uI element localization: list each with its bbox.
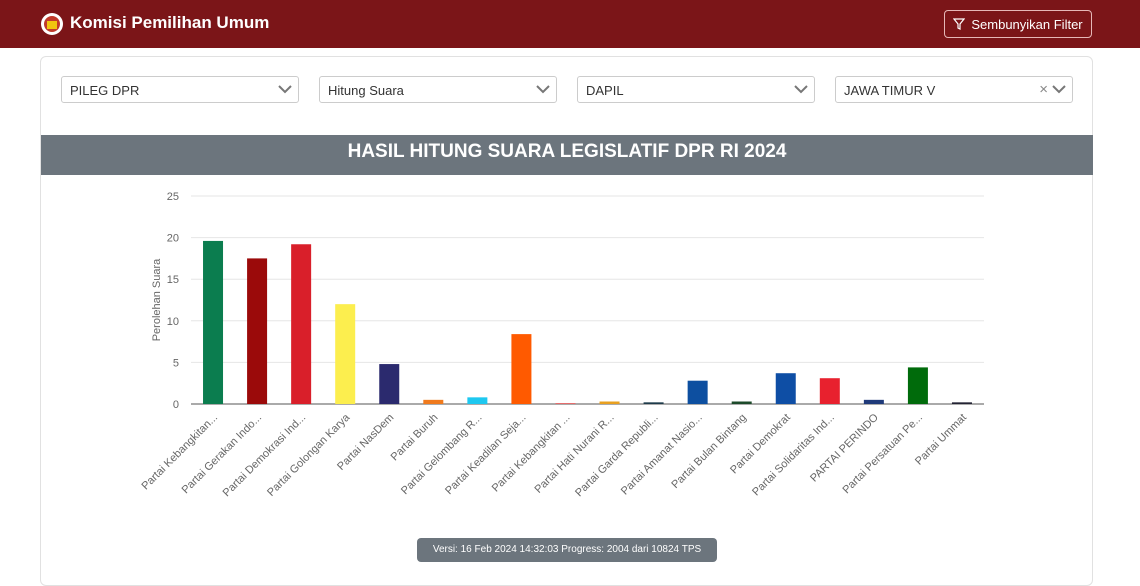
filter-value: JAWA TIMUR V (844, 83, 936, 98)
bar (203, 240, 224, 404)
x-tick-label: Partai Bulan Bintang (669, 412, 748, 491)
x-tick-label: Partai Demokrasi Ind... (221, 412, 309, 500)
filter-value: PILEG DPR (70, 83, 140, 98)
bar (687, 380, 708, 404)
chart: 0 5 10 15 20 25 Perolehan Suara Partai Kebangki… (139, 191, 984, 500)
y-tick-label: 10 (167, 316, 179, 328)
x-tick-label: Partai Gerakan Indo... (180, 412, 265, 497)
x-tick-label: Partai Kebangkitan... (139, 412, 220, 493)
x-tick-label: Partai Persatuan Pe... (840, 412, 925, 497)
bar (775, 373, 796, 404)
bar (863, 399, 884, 404)
x-tick-label: Partai Hati Nurani R... (533, 412, 617, 496)
logo (41, 13, 63, 35)
bar (467, 397, 488, 404)
clear-icon[interactable]: × (1039, 81, 1048, 98)
x-tick-label: Partai Golongan Karya (265, 411, 353, 499)
bar (555, 403, 576, 404)
x-tick-label: Partai Solidaritas Ind... (750, 412, 837, 499)
filter-select[interactable]: PILEG DPR (61, 76, 299, 103)
y-axis-label: Perolehan Suara (151, 258, 163, 341)
bar (951, 402, 972, 404)
filter-select[interactable]: JAWA TIMUR V × (835, 76, 1073, 103)
bar (599, 401, 620, 404)
x-tick-label: Partai Keadilan Seja... (443, 412, 528, 497)
bar (731, 401, 752, 404)
bar (819, 378, 840, 404)
toggle-filter-button[interactable]: Sembunyikan Filter (944, 10, 1092, 38)
bar (335, 304, 356, 404)
bar (643, 402, 664, 404)
version-badge: Versi: 16 Feb 2024 14:32:03 Progress: 20… (417, 538, 717, 579)
bar (291, 244, 312, 404)
chevron-icon (1052, 85, 1066, 94)
header: Komisi Pemilihan Umum Sembunyikan Filter (0, 0, 1140, 48)
bar (511, 334, 532, 404)
y-tick-label: 5 (173, 357, 179, 369)
chevron-icon (794, 85, 808, 94)
chevron-icon (278, 85, 292, 94)
button-label: Sembunyikan Filter (971, 16, 1083, 32)
y-tick-label: 20 (167, 233, 179, 245)
y-tick-label: 0 (173, 399, 179, 411)
chevron-icon (536, 85, 550, 94)
filter-icon (953, 18, 966, 30)
y-tick-label: 15 (167, 274, 179, 286)
x-tick-label: Partai Kebangkitan ... (490, 412, 573, 495)
bar (907, 367, 928, 404)
brand: Komisi Pemilihan Umum (70, 13, 270, 32)
y-tick-label: 25 (167, 191, 179, 203)
filter-value: Hitung Suara (328, 83, 404, 98)
filter-select[interactable]: Hitung Suara (319, 76, 557, 103)
x-tick-label: Partai Garda Republi... (573, 412, 661, 500)
bar (247, 258, 268, 404)
chart-title: HASIL HITUNG SUARA LEGISLATIF DPR RI 202… (41, 135, 1093, 175)
bar (379, 364, 400, 404)
filter-select[interactable]: DAPIL (577, 76, 815, 103)
x-tick-label: Partai Gelombang R... (399, 412, 484, 497)
bar (423, 399, 444, 404)
filter-value: DAPIL (586, 83, 624, 98)
x-tick-label: Partai Amanat Nasio... (619, 412, 705, 498)
